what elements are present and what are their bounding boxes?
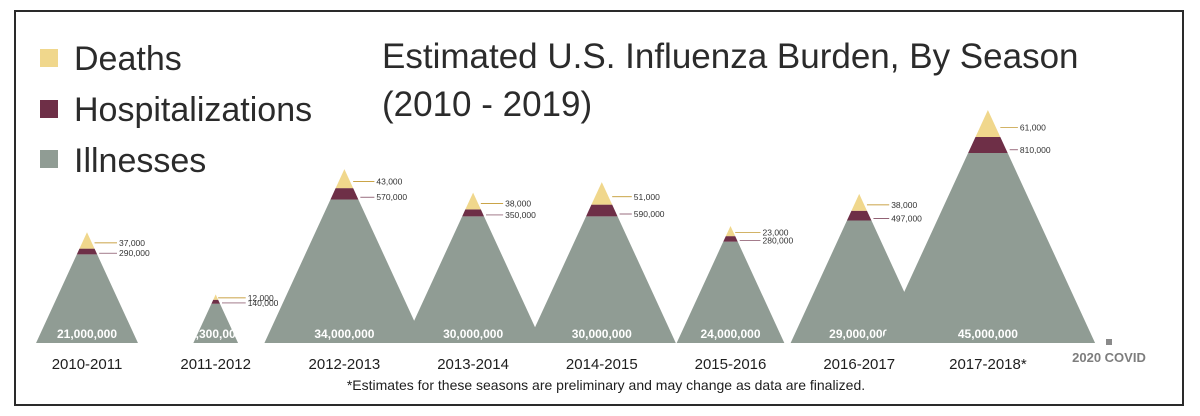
illness-mark bbox=[264, 199, 425, 343]
death-mark bbox=[335, 169, 354, 189]
season-tick-label: 2016-2017 bbox=[823, 356, 895, 373]
death-mark bbox=[465, 192, 481, 210]
death-value-label: 23,000 bbox=[763, 228, 789, 238]
season-tick-label: 2013-2014 bbox=[437, 356, 509, 373]
chart-subtitle: (2010 - 2019) bbox=[382, 85, 592, 124]
hospitalization-mark bbox=[723, 236, 738, 242]
death-mark bbox=[213, 294, 219, 300]
season-tick-label: 2012-2013 bbox=[309, 356, 381, 373]
illness-mark bbox=[676, 241, 785, 343]
death-value-label: 12,000 bbox=[248, 293, 274, 303]
hospitalization-value-label: 280,000 bbox=[763, 236, 794, 246]
hospitalization-value-label: 140,000 bbox=[248, 298, 279, 308]
death-value-label: 43,000 bbox=[376, 177, 402, 187]
covid-marker bbox=[1106, 339, 1112, 345]
covid-label: 2020 COVID bbox=[1072, 350, 1146, 365]
illness-value-label: 30,000,000 bbox=[443, 327, 503, 341]
death-mark bbox=[79, 232, 95, 249]
illness-value-label: 30,000,000 bbox=[572, 327, 632, 341]
illness-mark bbox=[527, 216, 676, 343]
hospitalization-mark bbox=[76, 248, 98, 255]
death-value-label: 51,000 bbox=[634, 192, 660, 202]
death-value-label: 61,000 bbox=[1020, 123, 1046, 133]
illness-value-label: 34,000,000 bbox=[314, 327, 374, 341]
season-tick-label: 2017-2018* bbox=[949, 356, 1027, 373]
legend: Deaths Hospitalizations Illnesses bbox=[40, 40, 312, 180]
hospitalization-mark bbox=[462, 209, 485, 217]
season-tick-label: 2011-2012 bbox=[180, 356, 251, 373]
illness-mark bbox=[36, 254, 138, 343]
illness-mark bbox=[880, 153, 1096, 343]
legend-swatch-deaths bbox=[40, 49, 58, 67]
hospitalization-mark bbox=[586, 204, 618, 217]
illness-value-label: 9,300,000 bbox=[189, 327, 243, 341]
illness-value-label: 45,000,000 bbox=[958, 327, 1018, 341]
hospitalization-value-label: 810,000 bbox=[1020, 145, 1051, 155]
chart-title: Estimated U.S. Influenza Burden, By Seas… bbox=[382, 37, 1079, 76]
hospitalization-mark bbox=[330, 188, 359, 200]
season-tick-label: 2010-2011 bbox=[52, 356, 123, 373]
legend-swatch-illnesses bbox=[40, 150, 58, 168]
death-mark bbox=[975, 110, 1001, 137]
illness-value-label: 29,000,000 bbox=[829, 327, 889, 341]
chart-frame: Deaths Hospitalizations Illnesses Estima… bbox=[14, 10, 1184, 406]
legend-label-illnesses: Illnesses bbox=[74, 142, 206, 180]
death-mark bbox=[591, 182, 613, 205]
death-value-label: 37,000 bbox=[119, 238, 145, 248]
legend-label-deaths: Deaths bbox=[74, 40, 182, 78]
footnote: *Estimates for these seasons are prelimi… bbox=[347, 377, 865, 393]
hospitalization-value-label: 350,000 bbox=[505, 210, 536, 220]
hospitalization-value-label: 570,000 bbox=[376, 192, 407, 202]
influenza-burden-chart: Deaths Hospitalizations Illnesses Estima… bbox=[36, 37, 1146, 393]
hospitalization-mark bbox=[211, 299, 220, 304]
season-tick-label: 2015-2016 bbox=[695, 356, 767, 373]
illness-value-label: 21,000,000 bbox=[57, 327, 117, 341]
illness-mark bbox=[403, 216, 543, 343]
legend-swatch-hospitalizations bbox=[40, 100, 58, 118]
illness-value-label: 24,000,000 bbox=[700, 327, 760, 341]
illness-mark bbox=[193, 303, 239, 343]
hospitalization-value-label: 290,000 bbox=[119, 248, 150, 258]
hospitalization-value-label: 497,000 bbox=[891, 214, 922, 224]
legend-label-hospitalizations: Hospitalizations bbox=[74, 91, 312, 129]
hospitalization-mark bbox=[968, 137, 1008, 153]
hospitalization-value-label: 590,000 bbox=[634, 209, 665, 219]
season-tick-label: 2014-2015 bbox=[566, 356, 638, 373]
death-value-label: 38,000 bbox=[505, 199, 531, 209]
death-mark bbox=[851, 193, 867, 211]
illness-mark bbox=[790, 220, 928, 343]
death-value-label: 38,000 bbox=[891, 200, 917, 210]
hospitalization-mark bbox=[846, 210, 872, 221]
death-mark bbox=[725, 225, 736, 237]
